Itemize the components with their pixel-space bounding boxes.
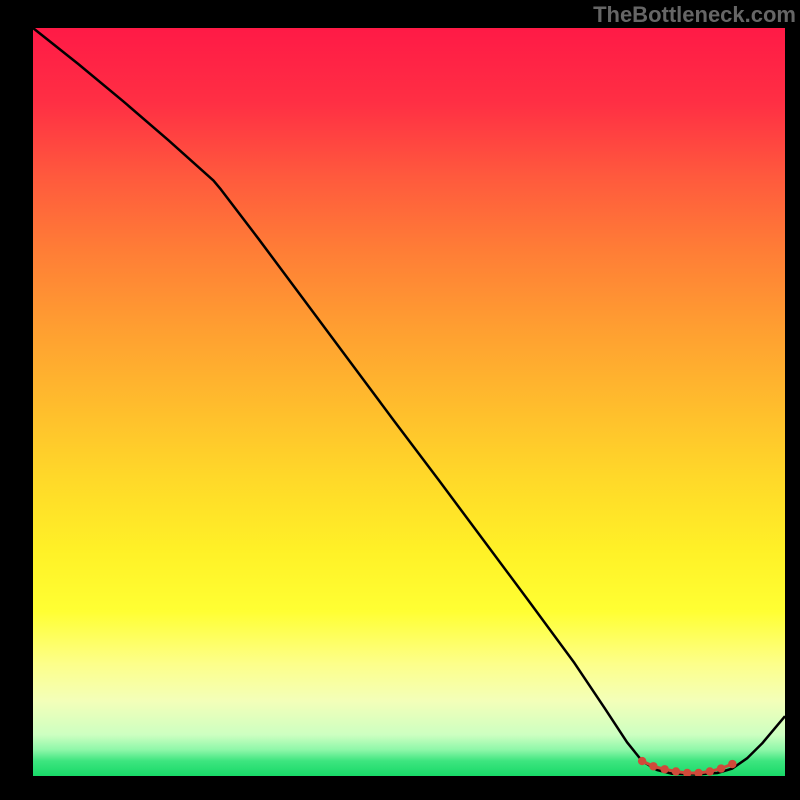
plot-area — [33, 28, 785, 776]
marker-dot — [694, 769, 702, 776]
marker-dot — [717, 764, 725, 772]
marker-dot — [728, 760, 736, 768]
watermark-label: TheBottleneck.com — [593, 2, 796, 28]
marker-dot — [649, 762, 657, 770]
marker-dot — [660, 765, 668, 773]
marker-dot — [672, 767, 680, 775]
marker-group — [638, 757, 737, 776]
main-curve — [33, 28, 785, 775]
marker-dot — [706, 767, 714, 775]
marker-dot — [638, 757, 646, 765]
chart-container: TheBottleneck.com — [0, 0, 800, 800]
marker-dot — [683, 769, 691, 776]
chart-svg-overlay — [33, 28, 785, 776]
